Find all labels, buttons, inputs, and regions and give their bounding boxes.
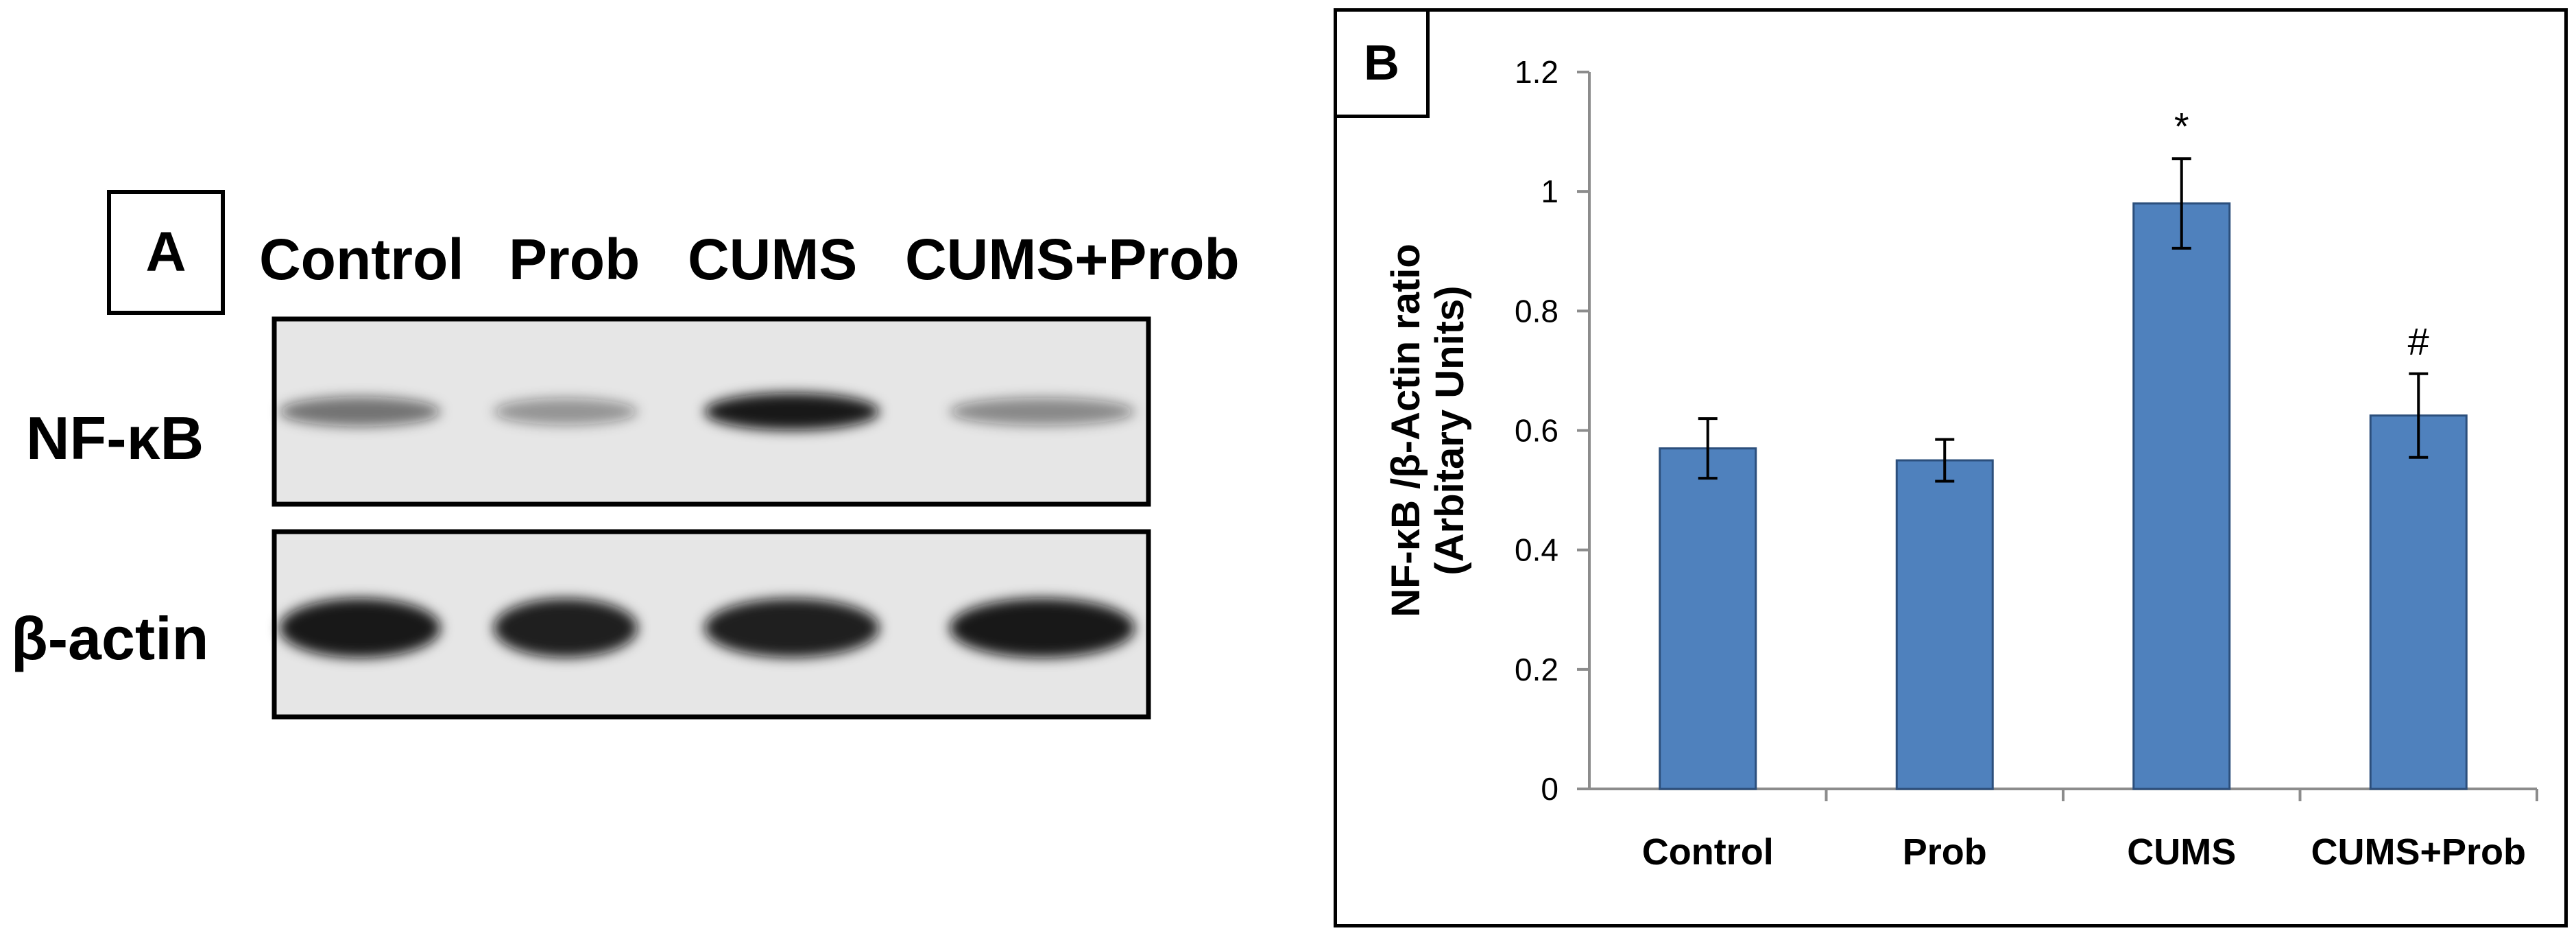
x-tick-label: CUMS (2127, 831, 2236, 873)
y-tick-label: 1 (1541, 174, 1558, 209)
blot-band-0-0 (279, 397, 441, 427)
panel-b-frame (1334, 8, 2568, 927)
blot-band-0-2 (704, 392, 880, 431)
x-tick-label: Prob (1903, 831, 1987, 873)
blot-band-1-3 (950, 598, 1135, 658)
error-bar (1935, 438, 1955, 483)
y-tick-label: 0.8 (1515, 293, 1558, 329)
panel-b-label: B (1334, 8, 1430, 118)
row-label-nfkb: NF-κB (26, 404, 204, 472)
y-tick-label: 0.4 (1515, 532, 1558, 568)
y-tick-label: 0 (1541, 771, 1558, 807)
error-bar (2171, 157, 2191, 250)
blot-band-0-1 (494, 398, 638, 425)
bar-prob (1895, 459, 1994, 790)
western-blot (272, 316, 1151, 720)
blot-band-1-2 (704, 598, 880, 658)
panel-a-letter: A (145, 221, 186, 283)
lane-label-cums: CUMS (688, 227, 858, 292)
error-bar (2409, 372, 2429, 459)
y-axis-title: NF-κB /β-Actin ratio (Arbitary Units) (1384, 244, 1472, 617)
significance-marker: # (2408, 320, 2429, 363)
blot-band-1-1 (494, 598, 638, 658)
error-bar (1698, 417, 1718, 480)
lane-label-cums-prob: CUMS+Prob (905, 227, 1240, 292)
y-tick-label: 0.6 (1515, 413, 1558, 449)
x-tick-label: Control (1642, 831, 1774, 873)
blot-band-0-3 (950, 397, 1135, 426)
lane-label-prob: Prob (509, 227, 640, 292)
blot-band-1-0 (279, 598, 441, 658)
bar-control (1659, 447, 1757, 790)
panel-a-label: A (107, 190, 225, 315)
y-axis-title-line: (Arbitary Units) (1428, 285, 1472, 575)
bar-cums-prob (2369, 414, 2468, 790)
y-tick-label: 0.2 (1515, 652, 1558, 687)
row-label-beta-actin: β-actin (11, 604, 209, 672)
y-axis-title-line: NF-κB /β-Actin ratio (1384, 244, 1428, 617)
significance-marker: * (2174, 104, 2189, 147)
lane-label-control: Control (259, 227, 464, 292)
panel-b-letter: B (1364, 36, 1399, 91)
x-tick-label: CUMS+Prob (2311, 831, 2526, 873)
y-tick-label: 1.2 (1515, 54, 1558, 90)
bar-cums (2132, 202, 2231, 790)
